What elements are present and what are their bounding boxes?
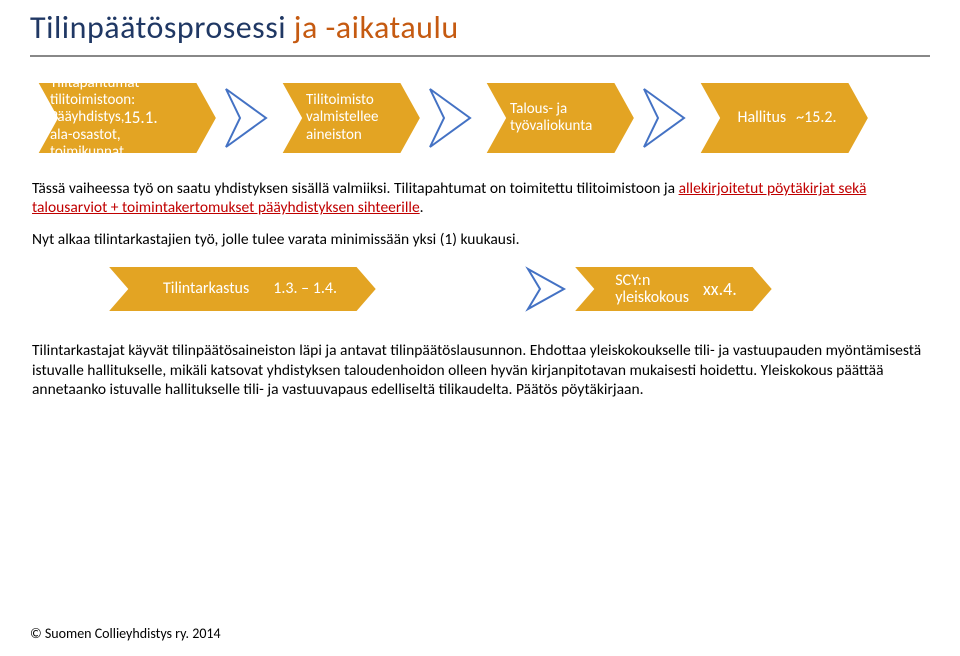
paragraph-2: Nyt alkaa tilintarkastajien työ, jolle t…	[32, 230, 928, 249]
footer-copyright: © Suomen Collieyhdistys ry. 2014	[30, 625, 221, 642]
arrowhead-icon	[426, 83, 474, 153]
stage4-label: Hallitus	[737, 109, 786, 127]
line: tilitoimistoon:	[50, 92, 123, 109]
process-row-1: Tilitapahtumat tilitoimistoon: Pääyhdist…	[32, 77, 928, 159]
stage-scy-yleiskokous: SCY:n yleiskokous xx.4.	[524, 261, 778, 317]
arrowhead-icon	[524, 263, 568, 315]
r2-stage1-label: Tilintarkastus	[163, 280, 249, 298]
line: työvaliokunta	[510, 118, 616, 135]
slide-title: Tilinpäätösprosessi ja -aikataulu	[0, 0, 960, 51]
r2-stage2-lines: SCY:n yleiskokous	[615, 272, 689, 307]
stage-talous: Talous- ja työvaliokunta	[480, 77, 688, 159]
line: valmistellee	[306, 109, 402, 126]
date-text: 15.1.	[123, 108, 200, 128]
r2-stage2-date: xx.4.	[703, 279, 737, 300]
r2-stage2-content: SCY:n yleiskokous xx.4.	[598, 261, 754, 317]
stage4-date: ~15.2.	[796, 109, 836, 127]
line: Pääyhdistys,	[50, 109, 123, 126]
stage4-content: Hallitus ~15.2.	[724, 77, 850, 159]
paragraph-1: Tässä vaiheessa työ on saatu yhdistyksen…	[32, 179, 928, 218]
line: yleiskokous	[615, 289, 689, 307]
line: Tilitoimisto	[306, 92, 402, 109]
stage-tilitapahtumat: Tilitapahtumat tilitoimistoon: Pääyhdist…	[32, 77, 270, 159]
line: toimikunnat	[50, 144, 123, 161]
stage-tilitoimisto: Tilitoimisto valmistellee aineiston	[276, 77, 474, 159]
line: Tilitapahtumat	[50, 75, 123, 92]
line: Talous- ja	[510, 101, 616, 118]
para1-seg2: .	[420, 198, 424, 217]
arrowhead-icon	[640, 83, 688, 153]
line: SCY:n	[615, 272, 689, 290]
title-part-1: Tilinpäätösprosessi	[30, 8, 286, 47]
stage2-lines: Tilitoimisto valmistellee aineiston	[306, 77, 402, 159]
stage-tilintarkastus: Tilintarkastus 1.3. – 1.4.	[102, 261, 382, 317]
r2-stage1-content: Tilintarkastus 1.3. – 1.4.	[142, 261, 358, 317]
stage1-lines: Tilitapahtumat tilitoimistoon: Pääyhdist…	[50, 77, 123, 159]
stage1-date: 15.1.	[123, 77, 200, 159]
paragraph-3: Tilintarkastajat käyvät tilinpäätösainei…	[32, 341, 928, 399]
line: ala-osastot,	[50, 127, 123, 144]
stage-hallitus: Hallitus ~15.2.	[694, 77, 874, 159]
process-row-2: Tilintarkastus 1.3. – 1.4. SCY:n yleisko…	[32, 261, 928, 317]
r2-stage1-date: 1.3. – 1.4.	[273, 280, 337, 298]
line: aineiston	[306, 127, 402, 144]
para1-seg1: Tässä vaiheessa työ on saatu yhdistyksen…	[32, 179, 679, 198]
title-part-2: ja -aikataulu	[286, 8, 459, 47]
arrowhead-icon	[222, 83, 270, 153]
stage3-lines: Talous- ja työvaliokunta	[510, 77, 616, 159]
